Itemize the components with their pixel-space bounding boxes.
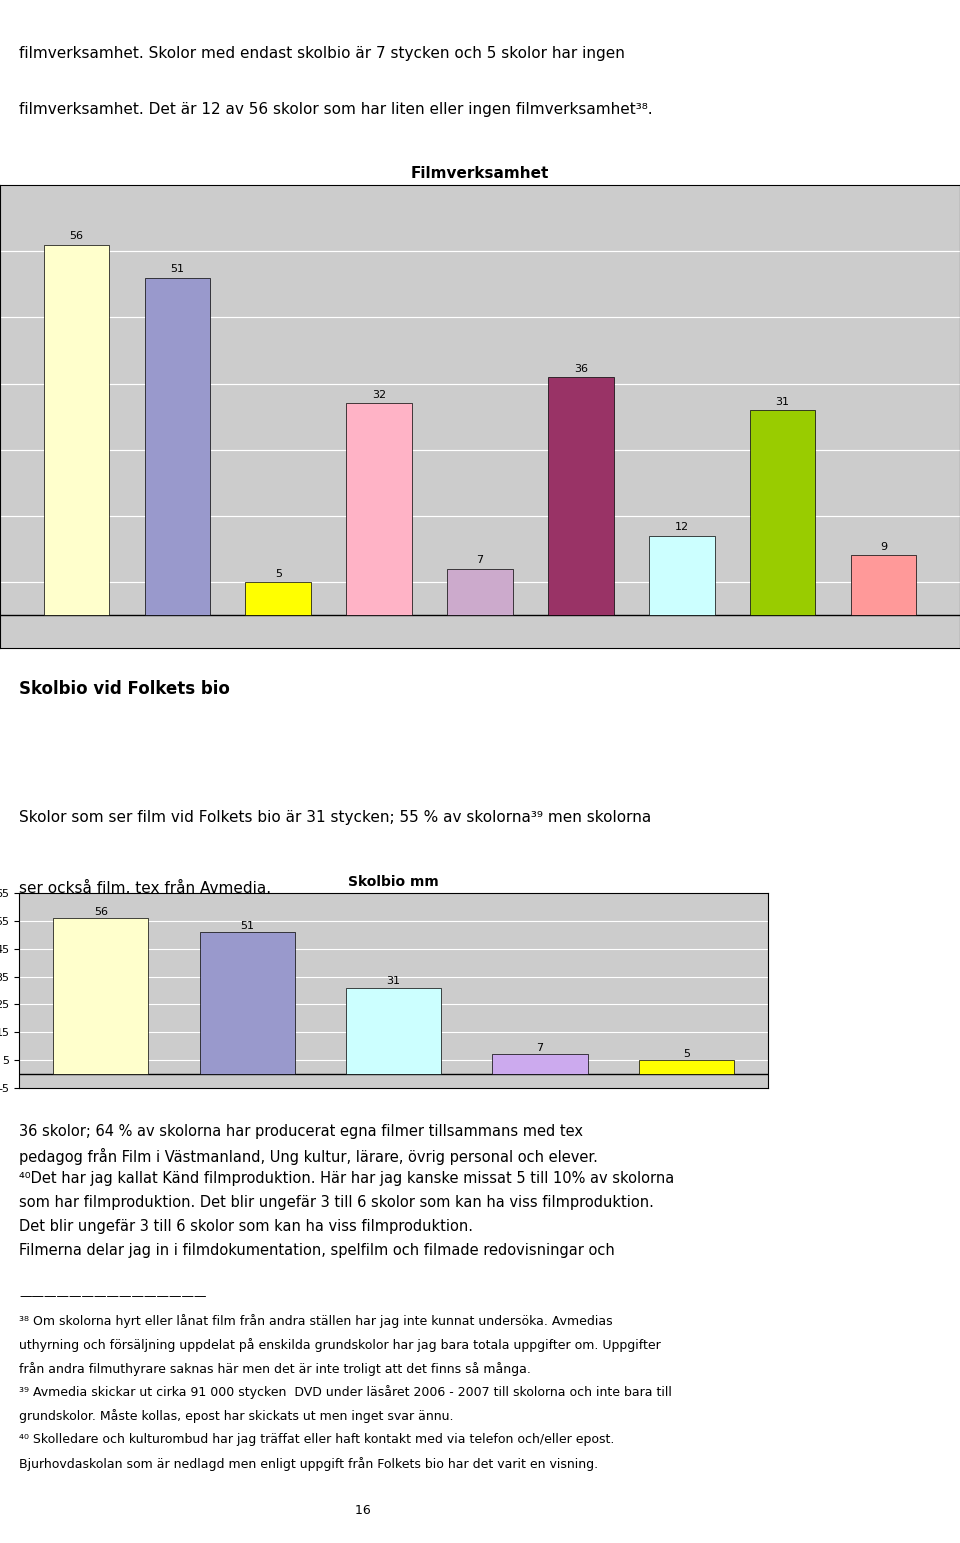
Bar	[145, 278, 210, 616]
Text: filmverksamhet. Skolor med endast skolbio är 7 stycken och 5 skolor har ingen: filmverksamhet. Skolor med endast skolbi…	[19, 46, 625, 62]
Text: 56: 56	[69, 231, 84, 241]
Bar	[347, 403, 412, 616]
Text: uthyrning och försäljning uppdelat på enskilda grundskolor har jag bara totala u: uthyrning och försäljning uppdelat på en…	[19, 1338, 660, 1352]
Text: 32: 32	[372, 390, 386, 400]
Bar	[43, 245, 109, 616]
Text: Det blir ungefär 3 till 6 skolor som kan ha viss filmproduktion.: Det blir ungefär 3 till 6 skolor som kan…	[19, 1219, 473, 1234]
Bar	[246, 582, 311, 616]
Text: Skolbio vid Folkets bio: Skolbio vid Folkets bio	[19, 680, 230, 699]
Bar	[548, 376, 613, 616]
Text: grundskolor. Måste kollas, epost har skickats ut men inget svar ännu.: grundskolor. Måste kollas, epost har ski…	[19, 1409, 454, 1423]
Text: som har filmproduktion. Det blir ungefär 3 till 6 skolor som kan ha viss filmpro: som har filmproduktion. Det blir ungefär…	[19, 1196, 654, 1210]
Bar	[851, 555, 917, 616]
Text: 16: 16	[19, 1504, 371, 1517]
Text: 7: 7	[476, 555, 484, 565]
Text: ³⁹ Avmedia skickar ut cirka 91 000 stycken  DVD under läsåret 2006 - 2007 till s: ³⁹ Avmedia skickar ut cirka 91 000 styck…	[19, 1386, 672, 1400]
Text: pedagog från Film i Västmanland, Ung kultur, lärare, övrig personal och elever.: pedagog från Film i Västmanland, Ung kul…	[19, 1148, 598, 1165]
Text: ³⁸ Om skolorna hyrt eller lånat film från andra ställen har jag inte kunnat unde: ³⁸ Om skolorna hyrt eller lånat film frå…	[19, 1315, 612, 1329]
Text: Bjurhovdaskolan som är nedlagd men enligt uppgift från Folkets bio har det varit: Bjurhovdaskolan som är nedlagd men enlig…	[19, 1457, 598, 1470]
Text: ⁴⁰ Skolledare och kulturombud har jag träffat eller haft kontakt med via telefon: ⁴⁰ Skolledare och kulturombud har jag tr…	[19, 1433, 614, 1446]
Bar	[750, 410, 815, 616]
Bar	[447, 569, 513, 616]
Text: ———————————————: ———————————————	[19, 1290, 206, 1304]
Text: 31: 31	[776, 397, 790, 407]
Text: 51: 51	[170, 264, 184, 275]
Text: filmverksamhet. Det är 12 av 56 skolor som har liten eller ingen filmverksamhet³: filmverksamhet. Det är 12 av 56 skolor s…	[19, 102, 653, 117]
Bar	[649, 535, 714, 616]
Text: Filmerna delar jag in i filmdokumentation, spelfilm och filmade redovisningar oc: Filmerna delar jag in i filmdokumentatio…	[19, 1242, 615, 1258]
Title: Filmverksamhet: Filmverksamhet	[411, 167, 549, 181]
Text: ser också film, tex från Avmedia.: ser också film, tex från Avmedia.	[19, 880, 272, 895]
Text: 36 skolor; 64 % av skolorna har producerat egna filmer tillsammans med tex: 36 skolor; 64 % av skolorna har producer…	[19, 1123, 584, 1139]
Text: från andra filmuthyrare saknas här men det är inte troligt att det finns så mång: från andra filmuthyrare saknas här men d…	[19, 1361, 531, 1375]
Text: 9: 9	[880, 542, 887, 552]
Text: 36: 36	[574, 364, 588, 373]
Text: 12: 12	[675, 523, 689, 532]
Text: 5: 5	[275, 569, 281, 579]
Text: ⁴⁰Det har jag kallat Känd filmproduktion. Här har jag kanske missat 5 till 10% a: ⁴⁰Det har jag kallat Känd filmproduktion…	[19, 1171, 675, 1187]
Text: Skolor som ser film vid Folkets bio är 31 stycken; 55 % av skolorna³⁹ men skolor: Skolor som ser film vid Folkets bio är 3…	[19, 810, 652, 826]
